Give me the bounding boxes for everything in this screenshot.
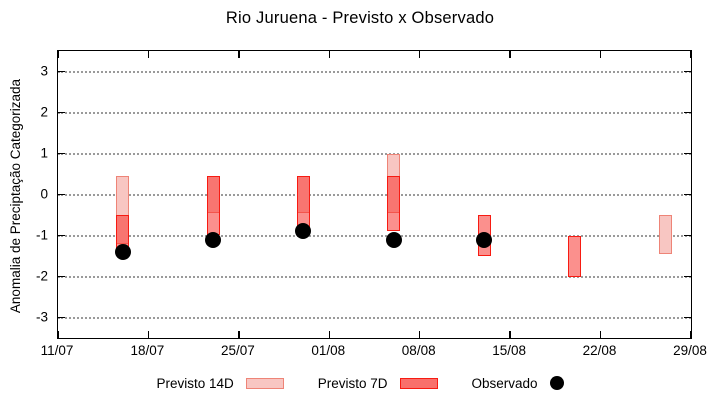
- x-tick-mark: [57, 51, 59, 58]
- y-tick-mark: [58, 275, 65, 278]
- y-tick-mark: [58, 111, 65, 114]
- plot-area: [57, 50, 692, 339]
- x-tick-mark: [147, 331, 150, 338]
- legend-label-observado: Observado: [471, 375, 538, 391]
- x-tick-label: 22/08: [582, 343, 617, 358]
- y-tick-mark: [684, 234, 691, 237]
- x-tick-mark: [328, 51, 331, 58]
- x-tick-mark: [238, 331, 240, 338]
- x-tick-label: 08/08: [401, 343, 436, 358]
- legend-label-previsto-7d: Previsto 7D: [317, 375, 388, 391]
- chart-legend: Previsto 14D Previsto 7D Observado: [0, 371, 720, 395]
- gridline: [58, 275, 691, 278]
- x-tick-mark: [57, 331, 59, 338]
- x-tick-mark: [328, 331, 331, 338]
- x-tick-label: 18/07: [130, 343, 165, 358]
- y-tick-mark: [58, 70, 65, 73]
- observado-point: [295, 223, 312, 240]
- x-tick-label: 01/08: [311, 343, 346, 358]
- observado-point: [205, 231, 222, 248]
- y-tick-label: -1: [35, 227, 48, 242]
- bar-previsto-7d: [568, 235, 582, 277]
- observado-point: [476, 231, 493, 248]
- x-tick-mark: [599, 51, 602, 58]
- legend-label-previsto-14d: Previsto 14D: [156, 375, 234, 391]
- bar-previsto-14d: [658, 215, 672, 254]
- observado-point: [114, 243, 131, 260]
- x-tick-mark: [509, 51, 511, 58]
- x-tick-mark: [238, 51, 240, 58]
- x-tick-mark: [147, 51, 150, 58]
- y-tick-mark: [684, 111, 691, 114]
- x-tick-label: 15/08: [492, 343, 527, 358]
- observado-point: [385, 231, 402, 248]
- legend-item-previsto-14d: Previsto 14D: [156, 375, 284, 391]
- y-tick-label: 2: [40, 104, 48, 119]
- y-tick-label: 1: [40, 145, 48, 160]
- y-tick-mark: [58, 234, 65, 237]
- y-tick-label: 3: [40, 63, 48, 78]
- previsto-14d-swatch-icon: [245, 377, 284, 389]
- x-tick-mark: [690, 331, 692, 338]
- x-tick-mark: [599, 331, 602, 338]
- x-tick-label: 11/07: [40, 343, 74, 358]
- gridline: [58, 316, 691, 319]
- x-tick-label: 29/08: [673, 343, 707, 358]
- x-tick-mark: [418, 331, 421, 338]
- gridline: [58, 193, 691, 196]
- y-tick-mark: [684, 152, 691, 155]
- y-tick-mark: [684, 193, 691, 196]
- chart-title: Rio Juruena - Previsto x Observado: [225, 9, 495, 27]
- gridline: [58, 70, 691, 73]
- y-tick-label: -2: [35, 268, 48, 283]
- y-tick-mark: [58, 316, 65, 319]
- x-tick-label: 25/07: [220, 343, 255, 358]
- previsto-7d-swatch-icon: [399, 377, 438, 389]
- legend-item-previsto-7d: Previsto 7D: [318, 376, 438, 391]
- gridline: [58, 234, 691, 237]
- y-tick-mark: [58, 152, 65, 155]
- bar-previsto-7d: [387, 176, 401, 232]
- bar-previsto-7d: [206, 176, 220, 236]
- x-tick-mark: [418, 51, 421, 58]
- y-tick-mark: [58, 193, 65, 196]
- y-tick-mark: [684, 70, 691, 73]
- y-tick-label: -3: [35, 309, 48, 324]
- y-tick-label: 0: [40, 186, 48, 201]
- observado-dot-icon: [549, 376, 564, 390]
- legend-item-observado: Observado: [472, 376, 564, 391]
- gridline: [58, 111, 691, 114]
- y-tick-mark: [684, 275, 691, 278]
- x-tick-mark: [690, 51, 692, 58]
- y-tick-mark: [684, 316, 691, 319]
- x-tick-mark: [509, 331, 511, 338]
- gridline: [58, 152, 691, 155]
